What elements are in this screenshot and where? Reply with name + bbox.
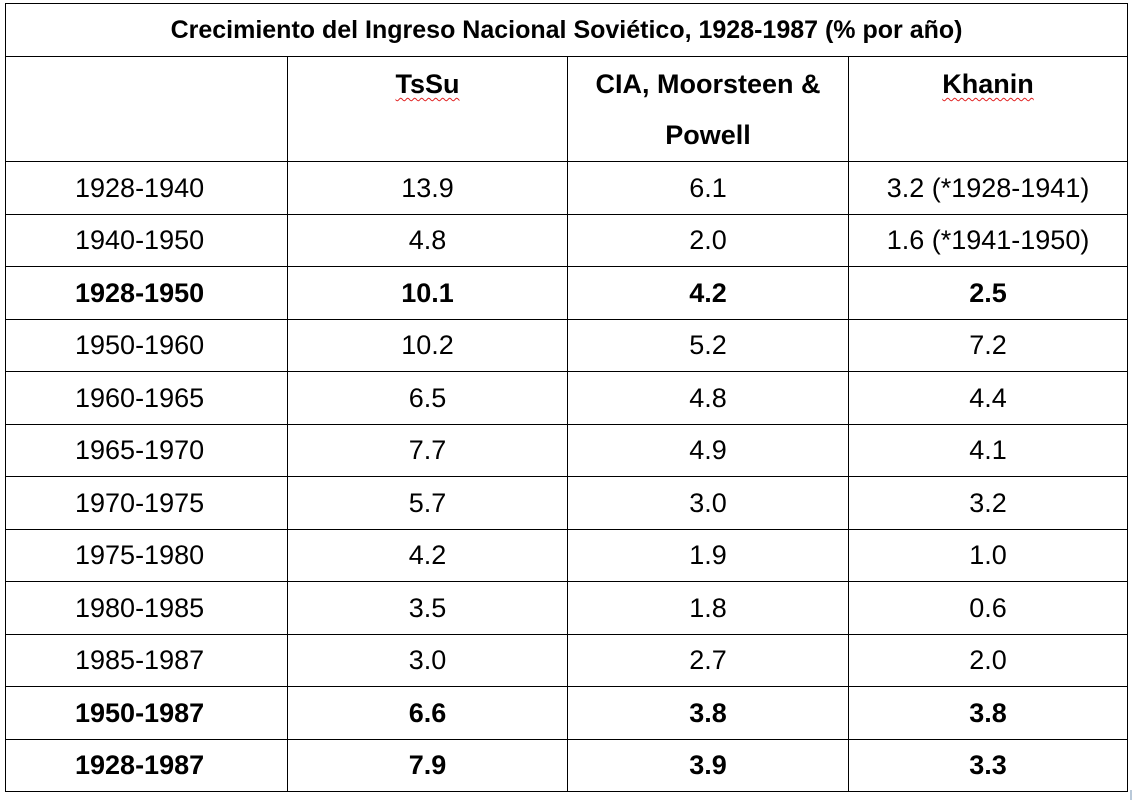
khanin-cell: 7.2: [847, 318, 1129, 372]
header-tssu-label: TsSu: [395, 69, 460, 99]
tssu-cell: 10.1: [287, 266, 568, 320]
tssu-cell: 6.6: [287, 686, 568, 740]
table-row: 1950-1987 6.6 3.8 3.8: [5, 686, 1129, 740]
header-tssu: TsSu: [287, 56, 568, 162]
tssu-cell: 3.0: [287, 633, 568, 687]
period-cell: 1975-1980: [5, 528, 288, 582]
tssu-cell: 4.2: [287, 528, 568, 582]
cia-cell: 3.0: [567, 476, 849, 530]
cia-cell: 2.7: [567, 633, 849, 687]
period-cell: 1928-1950: [5, 266, 288, 320]
period-cell: 1965-1970: [5, 423, 288, 477]
cia-cell: 2.0: [567, 213, 849, 267]
header-cia-label-line1: CIA, Moorsteen &: [595, 69, 821, 99]
header-period: [5, 56, 288, 162]
cia-cell: 3.8: [567, 686, 849, 740]
table-title: Crecimiento del Ingreso Nacional Soviéti…: [4, 3, 1129, 57]
period-cell: 1950-1960: [5, 318, 288, 372]
header-khanin: Khanin: [847, 56, 1129, 162]
header-cia-label-line2: Powell: [665, 120, 751, 150]
table-row: 1950-1960 10.2 5.2 7.2: [5, 318, 1129, 372]
table-row: 1940-1950 4.8 2.0 1.6 (*1941-1950): [5, 213, 1129, 267]
khanin-cell: 3.2: [847, 476, 1129, 530]
table-body: 1928-1940 13.9 6.1 3.2 (*1928-1941) 1940-195…: [5, 161, 1129, 792]
tssu-cell: 4.8: [287, 213, 568, 267]
table-row: 1970-1975 5.7 3.0 3.2: [5, 476, 1129, 530]
khanin-cell: 1.0: [847, 528, 1129, 582]
table-row: 1980-1985 3.5 1.8 0.6: [5, 581, 1129, 635]
period-cell: 1928-1987: [5, 738, 288, 792]
cia-cell: 5.2: [567, 318, 849, 372]
khanin-cell: 1.6 (*1941-1950): [847, 213, 1129, 267]
cia-cell: 3.9: [567, 738, 849, 792]
tssu-cell: 5.7: [287, 476, 568, 530]
khanin-cell: 3.3: [847, 738, 1129, 792]
cia-cell: 1.8: [567, 581, 849, 635]
table-row: 1985-1987 3.0 2.7 2.0: [5, 633, 1129, 687]
period-cell: 1970-1975: [5, 476, 288, 530]
growth-table-container: Crecimiento del Ingreso Nacional Soviéti…: [4, 3, 1129, 792]
khanin-cell: 4.1: [847, 423, 1129, 477]
table-row: 1928-1950 10.1 4.2 2.5: [5, 266, 1129, 320]
period-cell: 1980-1985: [5, 581, 288, 635]
table-row: 1965-1970 7.7 4.9 4.1: [5, 423, 1129, 477]
period-cell: 1928-1940: [5, 161, 288, 215]
cia-cell: 6.1: [567, 161, 849, 215]
table-row: 1928-1940 13.9 6.1 3.2 (*1928-1941): [5, 161, 1129, 215]
tssu-cell: 3.5: [287, 581, 568, 635]
title-row: Crecimiento del Ingreso Nacional Soviéti…: [4, 3, 1129, 57]
cia-cell: 1.9: [567, 528, 849, 582]
soviet-income-growth-table: Crecimiento del Ingreso Nacional Soviéti…: [4, 3, 1129, 792]
tssu-cell: 7.9: [287, 738, 568, 792]
cia-cell: 4.9: [567, 423, 849, 477]
tssu-cell: 10.2: [287, 318, 568, 372]
tssu-cell: 13.9: [287, 161, 568, 215]
period-cell: 1950-1987: [5, 686, 288, 740]
table-row: 1928-1987 7.9 3.9 3.3: [5, 738, 1129, 792]
window-edge-marker: [1130, 790, 1132, 800]
table-row: 1960-1965 6.5 4.8 4.4: [5, 371, 1129, 425]
cia-cell: 4.2: [567, 266, 849, 320]
tssu-cell: 7.7: [287, 423, 568, 477]
khanin-cell: 4.4: [847, 371, 1129, 425]
khanin-cell: 3.8: [847, 686, 1129, 740]
header-row: TsSu CIA, Moorsteen & Powell Khanin: [5, 56, 1129, 162]
tssu-cell: 6.5: [287, 371, 568, 425]
khanin-cell: 2.5: [847, 266, 1129, 320]
header-khanin-label: Khanin: [942, 69, 1034, 99]
table-row: 1975-1980 4.2 1.9 1.0: [5, 528, 1129, 582]
khanin-cell: 0.6: [847, 581, 1129, 635]
header-cia-moorsteen-powell: CIA, Moorsteen & Powell: [567, 56, 849, 162]
period-cell: 1940-1950: [5, 213, 288, 267]
period-cell: 1985-1987: [5, 633, 288, 687]
khanin-cell: 2.0: [847, 633, 1129, 687]
period-cell: 1960-1965: [5, 371, 288, 425]
cia-cell: 4.8: [567, 371, 849, 425]
khanin-cell: 3.2 (*1928-1941): [847, 161, 1129, 215]
